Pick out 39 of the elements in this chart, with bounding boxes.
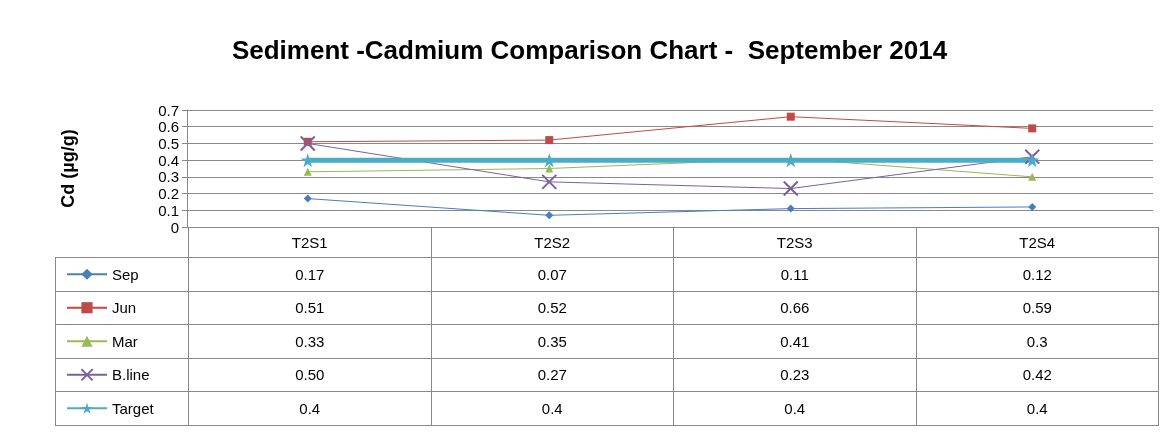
legend-label: B.line <box>112 366 150 384</box>
legend-label: Mar <box>112 332 138 350</box>
data-label: 0.33 <box>188 324 431 358</box>
y-tick-label: 0 <box>170 218 179 236</box>
data-label: 0.4 <box>916 391 1159 425</box>
y-tick-label: 0.3 <box>158 168 179 186</box>
data-label: 0.51 <box>188 291 431 325</box>
data-label: 0.17 <box>188 257 431 291</box>
y-tick-label: 0.5 <box>158 134 179 152</box>
data-label: 0.66 <box>673 291 916 325</box>
data-label: 0.35 <box>431 324 674 358</box>
data-label: 0.59 <box>916 291 1159 325</box>
data-label: 0.07 <box>431 257 674 291</box>
data-label: 0.50 <box>188 358 431 392</box>
chart-title: Sediment -Cadmium Comparison Chart - September 2014 <box>231 35 948 65</box>
x-tick-label: T2S4 <box>916 227 1159 258</box>
data-label: 0.4 <box>431 391 674 425</box>
x-tick-label: T2S3 <box>673 227 916 258</box>
y-tick-label: 0.1 <box>158 201 179 219</box>
data-label: 0.27 <box>431 358 674 392</box>
data-label: 0.12 <box>916 257 1159 291</box>
data-label: 0.42 <box>916 358 1159 392</box>
legend-label: Target <box>112 399 155 417</box>
data-label: 0.3 <box>916 324 1159 358</box>
y-tick-label: 0.4 <box>158 151 179 169</box>
data-label: 0.41 <box>673 324 916 358</box>
y-axis-title: Cd (µg/g) <box>58 129 78 208</box>
data-label: 0.4 <box>673 391 916 425</box>
x-tick-label: T2S2 <box>431 227 674 258</box>
data-label: 0.23 <box>673 358 916 392</box>
data-label: 0.4 <box>188 391 431 425</box>
y-tick-label: 0.6 <box>158 118 179 136</box>
x-tick-label: T2S1 <box>188 227 431 258</box>
data-label: 0.11 <box>673 257 916 291</box>
y-tick-label: 0.2 <box>158 185 179 203</box>
legend-label: Jun <box>112 299 137 317</box>
y-tick-label: 0.7 <box>158 101 179 119</box>
legend-label: Sep <box>112 265 139 283</box>
data-label: 0.52 <box>431 291 674 325</box>
